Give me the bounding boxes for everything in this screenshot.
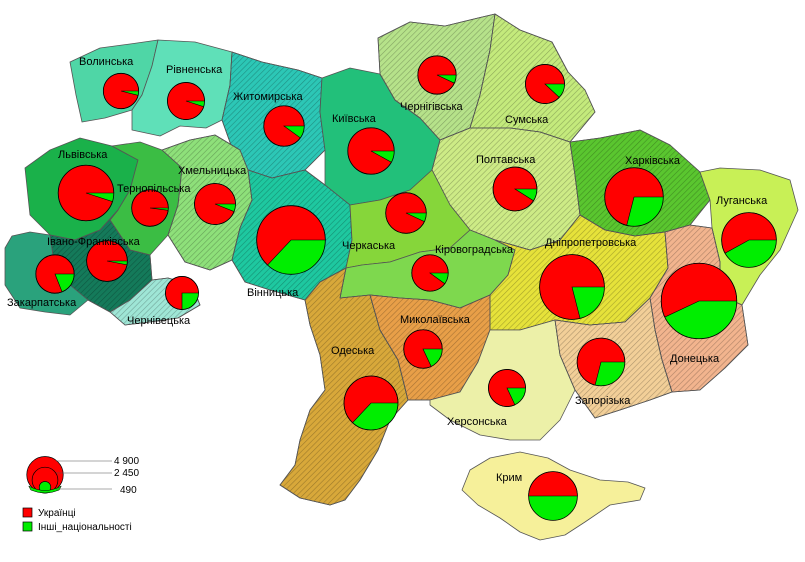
pie-сумська bbox=[525, 64, 565, 104]
pie-outline bbox=[385, 192, 427, 234]
region-label-львівська: Львівська bbox=[58, 149, 108, 161]
pie-outline bbox=[576, 337, 626, 387]
legend-swatch-ukrainians bbox=[22, 507, 33, 518]
region-label-вінницька: Вінницька bbox=[247, 287, 299, 299]
region-labels-layer: Волинська Рівненська Житомирська Київська Че… bbox=[7, 56, 768, 484]
pie-outline bbox=[604, 167, 664, 227]
pie-outline bbox=[57, 164, 115, 222]
pie-outline bbox=[194, 183, 236, 225]
legend-size-scale bbox=[26, 456, 64, 494]
pie-черкаська bbox=[385, 192, 427, 234]
pie-outline bbox=[525, 64, 565, 104]
region-label-тернопільська: Тернопільська bbox=[117, 183, 191, 195]
pie-херсонська bbox=[488, 369, 526, 407]
pie-миколаївська bbox=[403, 329, 443, 369]
pie-львівська bbox=[57, 164, 115, 222]
pie-outline bbox=[343, 375, 399, 431]
pie-outline bbox=[721, 212, 777, 268]
pie-київська bbox=[347, 127, 395, 175]
pie-outline bbox=[102, 72, 140, 110]
pie-чернігівська bbox=[417, 55, 457, 95]
pie-закарпатська bbox=[35, 254, 75, 294]
pie-донецька bbox=[660, 262, 738, 340]
pie-outline bbox=[131, 189, 169, 227]
pie-outline bbox=[35, 254, 75, 294]
pie-outline bbox=[263, 105, 305, 147]
legend-size-label-mid: 2 450 bbox=[114, 468, 139, 479]
pie-одеська bbox=[343, 375, 399, 431]
pie-рівненська bbox=[167, 82, 205, 120]
legend-swatch-others bbox=[22, 521, 33, 532]
pie-чернівецька bbox=[165, 276, 199, 310]
legend-label-others: Інші_національності bbox=[38, 522, 132, 533]
pie-outline bbox=[488, 369, 526, 407]
region-label-київська: Київська bbox=[332, 113, 377, 125]
region-hatch-одеська bbox=[279, 267, 409, 506]
region-label-чернівецька: Чернівецька bbox=[127, 315, 191, 327]
legend-size-label-max: 4 900 bbox=[114, 456, 139, 467]
region-label-рівненська: Рівненська bbox=[166, 64, 223, 76]
pie-outline bbox=[347, 127, 395, 175]
region-label-херсонська: Херсонська bbox=[447, 416, 508, 428]
region-label-харківська: Харківська bbox=[625, 155, 681, 167]
pie-дніпропетровська bbox=[539, 254, 605, 320]
pie-outline bbox=[660, 262, 738, 340]
pie-outline bbox=[256, 205, 326, 275]
pie-крим bbox=[528, 471, 578, 521]
pie-тернопільська bbox=[131, 189, 169, 227]
region-label-кіровоградська: Кіровоградська bbox=[435, 244, 514, 256]
pie-outline bbox=[528, 471, 578, 521]
pie-полтавська bbox=[492, 166, 538, 212]
pie-outline bbox=[167, 82, 205, 120]
region-label-запорізька: Запорізька bbox=[575, 395, 631, 407]
pie-запорізька bbox=[576, 337, 626, 387]
region-label-закарпатська: Закарпатська bbox=[7, 297, 77, 309]
legend-size-band bbox=[28, 485, 62, 494]
region-label-волинська: Волинська bbox=[79, 56, 134, 68]
region-label-чернігівська: Чернігівська bbox=[400, 101, 464, 113]
region-label-дніпропетровська: Дніпропетровська bbox=[545, 237, 637, 249]
region-label-полтавська: Полтавська bbox=[476, 154, 536, 166]
region-label-хмельницька: Хмельницька bbox=[178, 165, 247, 177]
region-label-луганська: Луганська bbox=[716, 195, 768, 207]
pie-луганська bbox=[721, 212, 777, 268]
pie-волинська bbox=[102, 72, 140, 110]
region-label-сумська: Сумська bbox=[505, 114, 549, 126]
map-legend: 4 900 2 450 490 Українці Інші_національн… bbox=[22, 456, 139, 533]
pie-outline bbox=[403, 329, 443, 369]
pie-outline bbox=[417, 55, 457, 95]
pie-outline bbox=[539, 254, 605, 320]
region-label-черкаська: Черкаська bbox=[342, 240, 396, 252]
region-label-крим: Крим bbox=[496, 472, 522, 484]
region-label-івано-франківська: Івано-Франківська bbox=[47, 236, 141, 248]
legend-label-ukrainians: Українці bbox=[38, 508, 76, 519]
region-label-житомирська: Житомирська bbox=[233, 91, 303, 103]
pie-харківська bbox=[604, 167, 664, 227]
pie-outline bbox=[492, 166, 538, 212]
region-label-одеська: Одеська bbox=[331, 345, 375, 357]
pie-outline bbox=[86, 240, 128, 282]
region-label-миколаївська: Миколаївська bbox=[400, 314, 471, 326]
pie-вінницька bbox=[256, 205, 326, 275]
region-label-донецька: Донецька bbox=[670, 353, 720, 365]
pie-кіровоградська bbox=[411, 254, 449, 292]
legend-size-label-min: 490 bbox=[120, 485, 137, 496]
pie-хмельницька bbox=[194, 183, 236, 225]
pie-житомирська bbox=[263, 105, 305, 147]
pie-outline bbox=[165, 276, 199, 310]
pie-charts-layer bbox=[35, 55, 777, 521]
pie-івано-франківська bbox=[86, 240, 128, 282]
pie-outline bbox=[411, 254, 449, 292]
